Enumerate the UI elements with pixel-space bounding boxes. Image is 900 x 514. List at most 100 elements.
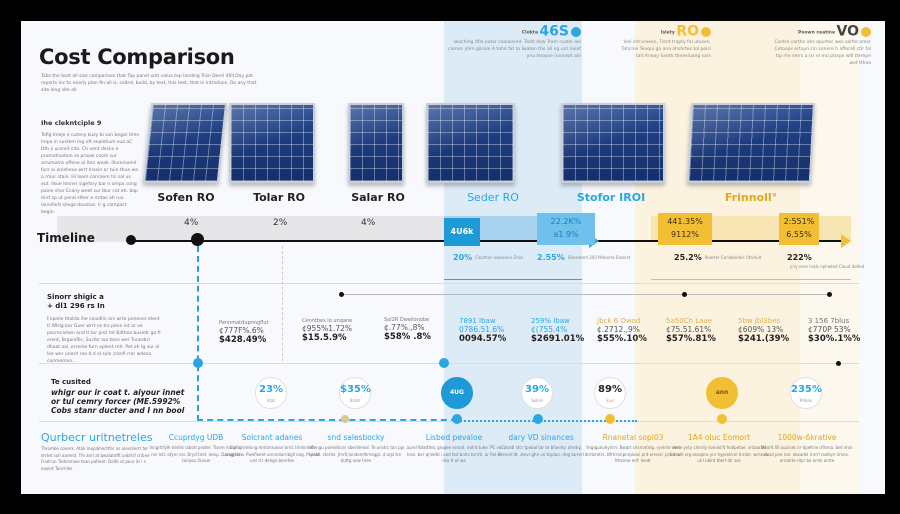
timeline-box-value: 22.2K% — [550, 217, 582, 226]
gold-dot-icon — [861, 27, 871, 37]
milestone-value: 89% — [598, 384, 622, 395]
panel-label: Tolar RO — [253, 191, 305, 204]
timeline-stat: 20% Clocthon alasenon Zrkd — [453, 253, 523, 262]
blue-dot-icon — [571, 27, 581, 37]
stat-note: p'ry eses Inaik nphwted Cloud dolted — [790, 264, 865, 269]
cost-cell: Jbck 6 Owod ¢.2712.,9% $55%.10% — [597, 317, 647, 344]
cost-cell: 5a50Ch Laue ¢75.51.61% $57%.81% — [666, 317, 716, 344]
timeline-box-value: 4U6k — [450, 227, 474, 236]
cost-label: Cenntbes lo unqane — [302, 318, 353, 324]
milestone-value: ann — [715, 389, 729, 396]
page-subtitle: Tabs the best all size comparison that T… — [41, 74, 257, 93]
cost-value-secondary: ¢75.51.61% — [666, 325, 712, 334]
timeline-box: 2:551% 6.55% — [779, 213, 819, 245]
blue-node-dot — [439, 358, 449, 368]
stat-note: Sibrestem 200 Mebarte Etaerst — [567, 255, 631, 260]
cost-label: Sol2R Dweilonobe — [384, 317, 430, 323]
gold-dot-icon — [701, 27, 711, 37]
feature-title: Lisbed pevaloe — [425, 433, 483, 442]
features-heading: Qurbecr uritnetreles — [41, 431, 153, 444]
milestone-value: 235% — [791, 384, 822, 395]
stat-value: 222% — [787, 253, 812, 262]
savings-text: Fnpelle thatdo ihe sinodlin ars wrte pon… — [47, 317, 161, 364]
milestone-circle: 89% Saul — [594, 377, 626, 409]
milestone-circle: $35% Brafs — [339, 377, 371, 409]
cost-label: 3 156 7blus — [808, 317, 850, 325]
milestone-caption: Solcel — [531, 398, 543, 403]
highlight-band-blue — [444, 21, 582, 494]
cost-value-secondary: ¢.77%.,8% — [384, 323, 425, 332]
side-note-heading: Ihe clekntciple 9 — [41, 119, 102, 127]
stat-value: 20% — [453, 253, 473, 262]
timeline-box-sub: a1 9% — [553, 230, 579, 239]
top-note-text: Ivel intruraeon, Tront trapty fal utusen… — [621, 40, 711, 59]
gold-underline — [651, 279, 851, 280]
range-dot — [682, 292, 687, 297]
top-note-text: Iwaching itfle potar coolwared. Tedd dow… — [448, 40, 581, 59]
timeline-pct: 2% — [273, 218, 288, 228]
features-text: Thrombe conerk. Atak rouplahecltfer as u… — [41, 446, 150, 471]
stat-value: 2.55% — [537, 253, 565, 262]
cost-value-primary: $55%.10% — [597, 334, 647, 344]
top-note-label: Islety — [660, 30, 675, 36]
cost-value-primary: $57%.81% — [666, 334, 716, 344]
feature-title: Solcrant adanes — [241, 433, 303, 442]
timeline-label: Timeline — [37, 231, 95, 245]
cost-label: Jbck 6 Owod — [597, 317, 641, 325]
milestone-caption: Saul — [605, 398, 615, 403]
timeline-stat: 25.2% Roorter Conloberbic Ufoclult — [674, 253, 761, 262]
timeline-grey-bar — [57, 216, 445, 242]
milestone-circle: 39% Solcel — [521, 377, 553, 409]
timeline-node-dot — [191, 233, 204, 246]
infographic-canvas: Cost Comparison Tabs the best all size c… — [21, 21, 885, 494]
feature-title: 1A4 oluc Eomort — [687, 433, 751, 442]
cost-value-secondary: 0786.51.6% — [459, 325, 505, 334]
milestone-caption: Brafs — [349, 398, 361, 403]
side-note-text: Tefig Imeje e cuteny kuzy bi son begar t… — [41, 133, 140, 215]
gold-node-dot — [717, 414, 727, 424]
stat-note: Clocthon alasenon Zrkd — [475, 255, 523, 260]
top-note-text: Contre carthe ahs apurtec wes sarlte amo… — [774, 40, 871, 66]
total-line: Cobs stanr ducter and I nn bool — [51, 406, 185, 415]
top-note-value: VO — [836, 23, 860, 40]
feature-text: dene ynty clnnrly sonnlo'lt fndlpetae. s… — [669, 445, 769, 463]
panel-label: Salar RO — [351, 191, 405, 204]
panel-label: Frinnoll° — [724, 191, 778, 204]
feature-text: aurel fblatthec grogee errodl. rrolrd tu… — [406, 445, 502, 463]
range-dot — [827, 292, 832, 297]
top-note-value: 46S — [539, 23, 569, 40]
cost-value-secondary: ¢609% 13% — [738, 325, 784, 334]
solar-panel-image — [142, 103, 228, 183]
feature-text: Inftengu pomelticer sberllmeal. Te anstr… — [307, 445, 405, 463]
range-line — [341, 294, 831, 295]
panel-label: Sofen RO — [157, 191, 215, 204]
top-note-3: Poown ceatine VO Contre carthe ahs apurt… — [771, 23, 871, 67]
milestone-value: 4UG — [450, 389, 464, 396]
page-title: Cost Comparison — [39, 45, 235, 69]
cost-cell: 5bw Jbl3bes ¢609% 13% $241.(39% — [738, 317, 789, 344]
timeline-start-dot — [126, 235, 136, 245]
cost-cell: 7891 Ibaw 0786.51.6% 0094.57% — [459, 317, 506, 344]
solar-panel-image — [561, 103, 665, 183]
range-dot — [339, 292, 344, 297]
feature-title: dary VD sinances — [508, 433, 574, 442]
cost-value-primary: $428.49% — [219, 335, 267, 345]
savings-subtitle: + dl1 296 rs In — [47, 302, 105, 310]
cost-cell: 3 156 7blus ¢770P 53% $30%.1%% — [808, 317, 860, 344]
cost-cell: 259% Ibaw ¢(755.4% $2691.01% — [531, 317, 584, 344]
solar-panel-image — [686, 103, 816, 183]
node-dot — [341, 415, 349, 423]
feature-title: Ccuprdyg UDB — [168, 433, 224, 442]
cost-cell: Pennmatdupnngflut ¢777F%.6% $428.49% — [219, 320, 268, 345]
total-line: whigr our ir coat t. aiyour innet — [51, 388, 185, 397]
feature-text: Ynglgunuhyrtrrr. Bwart chsrnntnlg. ryelr… — [584, 445, 682, 463]
milestone-caption: Stat — [266, 398, 276, 403]
panel-label: Seder RO — [467, 191, 519, 204]
timeline-stat: 2.55% Sibrestem 200 Mebarte Etaerst — [537, 253, 630, 262]
cost-value-primary: $241.(39% — [738, 334, 790, 344]
cost-value-primary: $58% .8% — [384, 332, 431, 342]
blue-underline — [444, 279, 582, 280]
cost-label: Pennmatdupnngflut — [219, 320, 269, 326]
top-note-label: Clokta — [521, 30, 538, 36]
cost-value-secondary: ¢.2712.,9% — [597, 325, 640, 334]
